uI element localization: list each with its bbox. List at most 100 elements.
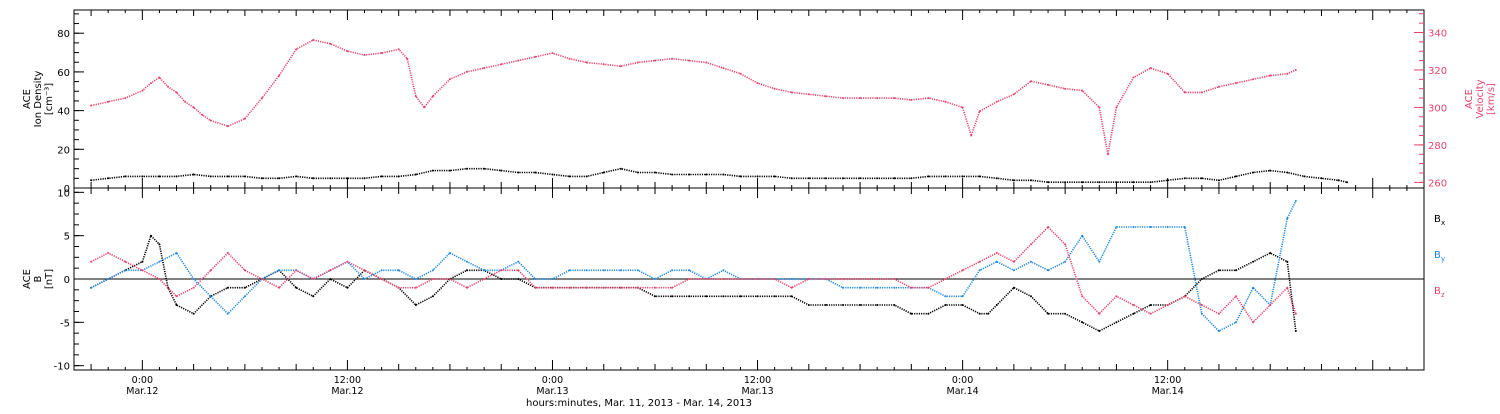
data-point — [893, 278, 896, 280]
data-point — [483, 67, 486, 70]
data-point — [961, 106, 964, 109]
data-point — [1098, 330, 1101, 332]
data-point — [414, 95, 417, 98]
data-point — [876, 304, 879, 306]
x-tick-label: Mar.12 — [126, 386, 158, 397]
data-point — [158, 260, 161, 263]
data-point — [1106, 153, 1109, 156]
y2-axis-label-line: Velocity — [1475, 79, 1486, 118]
data-point — [1217, 269, 1220, 272]
data-point — [944, 295, 947, 298]
data-point — [876, 278, 879, 280]
data-point — [1149, 312, 1152, 315]
data-point — [1286, 217, 1289, 220]
data-point — [1149, 226, 1152, 228]
data-point — [995, 100, 998, 103]
data-point — [295, 175, 298, 178]
data-point — [406, 57, 409, 60]
data-point — [1183, 295, 1186, 298]
data-point — [756, 278, 759, 280]
data-point — [1346, 181, 1349, 184]
data-point — [517, 59, 520, 62]
y-tick-label: 0 — [64, 275, 70, 286]
data-point — [466, 260, 468, 263]
data-point — [1235, 321, 1237, 324]
data-point — [807, 93, 810, 96]
data-point — [192, 173, 195, 176]
data-point — [1269, 169, 1272, 172]
data-point — [423, 106, 426, 109]
data-point — [397, 269, 400, 272]
x-tick-label: Mar.13 — [536, 386, 568, 397]
data-point — [636, 286, 639, 289]
data-point — [893, 177, 896, 180]
data-point — [184, 100, 187, 103]
data-point — [876, 286, 879, 289]
data-point — [1294, 330, 1297, 332]
data-point — [1337, 179, 1340, 182]
data-point — [1012, 286, 1015, 289]
data-point — [175, 304, 178, 306]
data-point — [790, 286, 793, 289]
data-point — [243, 269, 246, 272]
data-point — [602, 286, 605, 289]
data-point — [1081, 89, 1084, 92]
data-point — [397, 48, 400, 51]
data-point — [278, 286, 281, 289]
data-point — [773, 87, 776, 90]
data-point — [1081, 295, 1084, 298]
data-point — [363, 278, 366, 280]
data-point — [910, 177, 913, 180]
y-axis-label-line: [nT] — [44, 269, 55, 289]
data-point — [671, 269, 674, 272]
data-point — [1149, 304, 1152, 306]
data-point — [149, 82, 152, 85]
data-point — [1286, 72, 1289, 75]
x-tick-label: 12:00 — [334, 375, 361, 386]
data-point — [1030, 260, 1032, 263]
data-point — [910, 286, 913, 289]
data-point — [739, 278, 742, 280]
data-point — [688, 278, 691, 280]
data-point — [1012, 93, 1015, 96]
data-point — [517, 278, 520, 280]
data-point — [448, 278, 451, 280]
data-point — [175, 295, 178, 298]
data-point — [329, 42, 332, 45]
data-point — [158, 278, 161, 280]
data-point — [1269, 252, 1272, 254]
data-point — [602, 269, 605, 272]
data-point — [807, 304, 810, 306]
data-point — [312, 177, 315, 180]
data-point — [1269, 304, 1272, 306]
x-tick-label: Mar.14 — [947, 386, 979, 397]
data-point — [842, 304, 844, 306]
data-point — [243, 117, 246, 120]
data-point — [414, 286, 417, 289]
data-point — [1047, 181, 1050, 184]
data-point — [534, 55, 537, 58]
data-point — [1286, 260, 1289, 263]
data-point — [995, 252, 998, 254]
y2-tick-label: 320 — [1428, 66, 1447, 77]
data-point — [568, 269, 571, 272]
data-point — [636, 171, 639, 174]
data-point — [987, 312, 990, 315]
data-point — [1235, 175, 1237, 178]
data-point — [312, 295, 315, 298]
data-point — [671, 295, 674, 298]
data-point — [654, 286, 656, 289]
data-point — [397, 175, 400, 178]
data-point — [671, 286, 674, 289]
data-point — [705, 173, 708, 176]
series-trace-right — [90, 39, 1297, 156]
data-point — [893, 286, 896, 289]
data-point — [790, 177, 793, 180]
data-point — [654, 59, 656, 62]
legend-By: B — [1434, 250, 1441, 261]
data-point — [722, 278, 725, 280]
y-axis-label-line: Ion Density — [33, 71, 44, 128]
y-tick-label: -10 — [54, 362, 70, 373]
data-point — [1030, 295, 1032, 298]
